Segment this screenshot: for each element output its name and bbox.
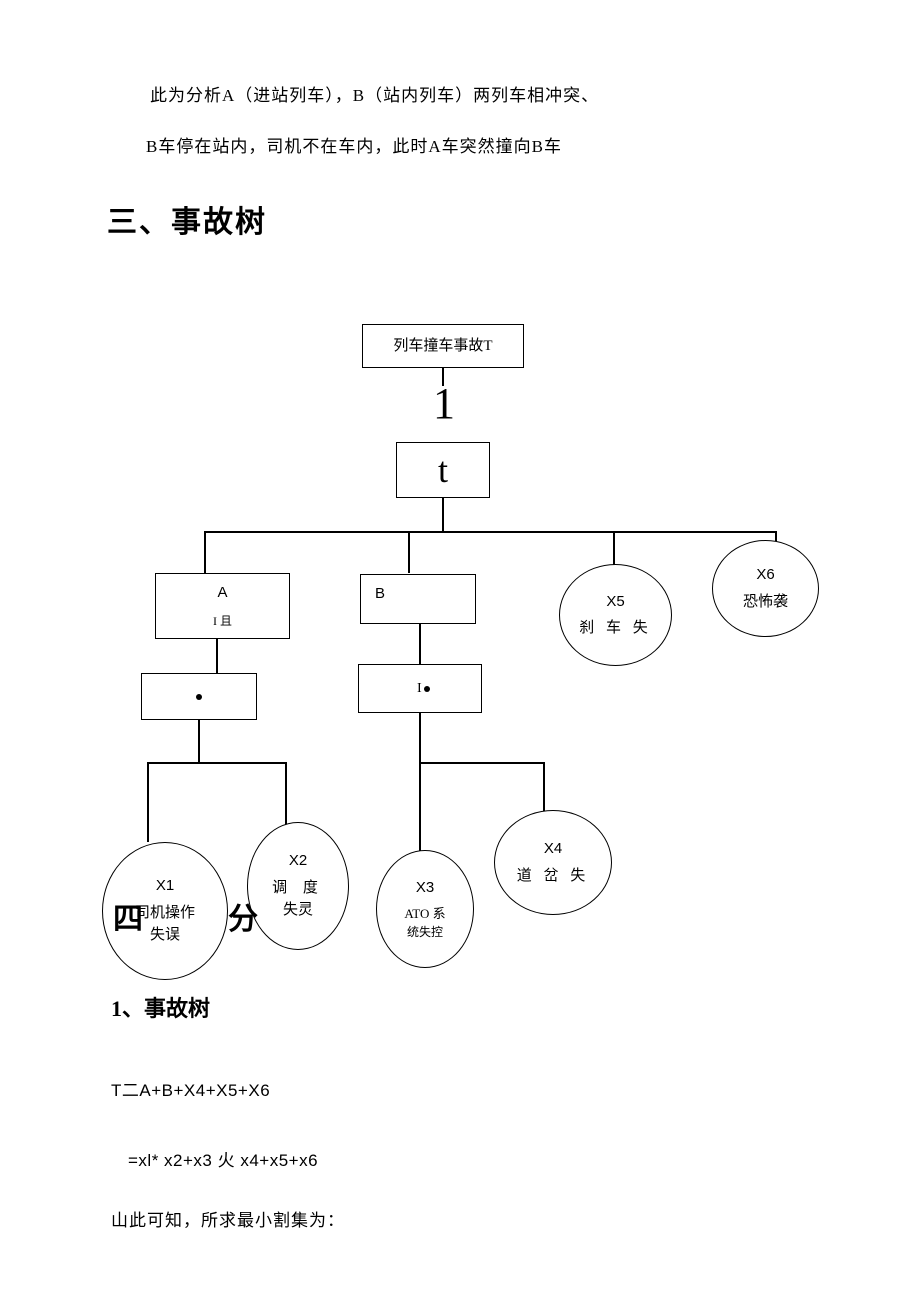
node-b-box: B <box>360 574 476 624</box>
x2-ellipse: X2 调 度 失灵 <box>247 822 349 950</box>
x4-code: X4 <box>544 838 562 861</box>
x6-ellipse: X6 恐怖袭 <box>712 540 819 637</box>
connector-1: 1 <box>432 378 456 429</box>
x1-code: X1 <box>156 875 174 898</box>
x2-code: X2 <box>289 850 307 873</box>
x6-code: X6 <box>756 564 774 587</box>
line-drop-a <box>204 531 206 573</box>
node-b-label: B <box>375 583 385 604</box>
x1-label2: 失误 <box>150 924 180 947</box>
x5-label: 刹 车 失 <box>579 617 652 640</box>
x4-ellipse: X4 道 岔 失 <box>494 810 612 915</box>
line-drop-x4 <box>543 762 545 814</box>
top-event-box: 列车撞车事故T <box>362 324 524 368</box>
and-gate-b: I <box>358 664 482 713</box>
subheading-1: 1、事故树 <box>111 991 210 1023</box>
heading-4-mid-text: 分 <box>228 903 258 936</box>
x3-label1: ATO 系 <box>404 904 445 924</box>
t-box: t <box>396 442 490 498</box>
and-dot-a <box>196 694 202 700</box>
x1-label1: 司机操作 <box>135 902 195 925</box>
paragraph-1: 此为分析A（进站列车），B（站内列车）两列车相冲突、 <box>150 82 599 109</box>
x4-label: 道 岔 失 <box>517 865 590 888</box>
connector-t: t <box>438 445 448 495</box>
x3-label2: 统失控 <box>407 923 443 941</box>
node-a-label: A <box>217 582 227 603</box>
equation-1: T二A+B+X4+X5+X6 <box>111 1076 270 1101</box>
line-a-to-and <box>216 639 218 673</box>
footer-text: 山此可知，所求最小割集为： <box>111 1207 345 1234</box>
paragraph-2: B车停在站内，司机不在车内，此时A车突然撞向B车 <box>146 133 562 160</box>
node-a-box: A I 且 <box>155 573 290 639</box>
heading-4-mid: 分 <box>228 894 258 938</box>
line-drop-x3 <box>419 762 421 852</box>
x2-label1: 调 度 <box>272 877 324 900</box>
line-drop-x2 <box>285 762 287 826</box>
x3-ellipse: X3 ATO 系 统失控 <box>376 850 474 968</box>
line-and-b-horiz <box>419 762 543 764</box>
x3-code: X3 <box>416 877 434 900</box>
equation-2: =xl* x2+x3 火 x4+x5+x6 <box>128 1146 318 1171</box>
and-marks-b: I <box>417 681 430 697</box>
node-a-sub: I 且 <box>213 613 232 630</box>
x6-label: 恐怖袭 <box>743 591 788 614</box>
line-drop-b <box>408 531 410 573</box>
line-t-down <box>442 498 444 532</box>
line-and-a-horiz <box>147 762 285 764</box>
line-drop-x6 <box>775 531 777 541</box>
x5-code: X5 <box>606 591 624 614</box>
line-and-a-down <box>198 720 200 762</box>
line-drop-x1 <box>147 762 149 842</box>
heading-4-prefix: 四 <box>113 903 143 936</box>
line-and-b-down <box>419 713 421 762</box>
and-gate-a <box>141 673 257 720</box>
line-bus-horizontal <box>204 531 776 533</box>
x5-ellipse: X5 刹 车 失 <box>559 564 672 666</box>
top-event-label: 列车撞车事故T <box>393 336 492 357</box>
line-b-down <box>419 624 421 664</box>
x2-label2: 失灵 <box>283 899 313 922</box>
heading-fault-tree: 三、事故树 <box>107 197 267 241</box>
heading-4-fragment: 四 <box>113 894 143 938</box>
